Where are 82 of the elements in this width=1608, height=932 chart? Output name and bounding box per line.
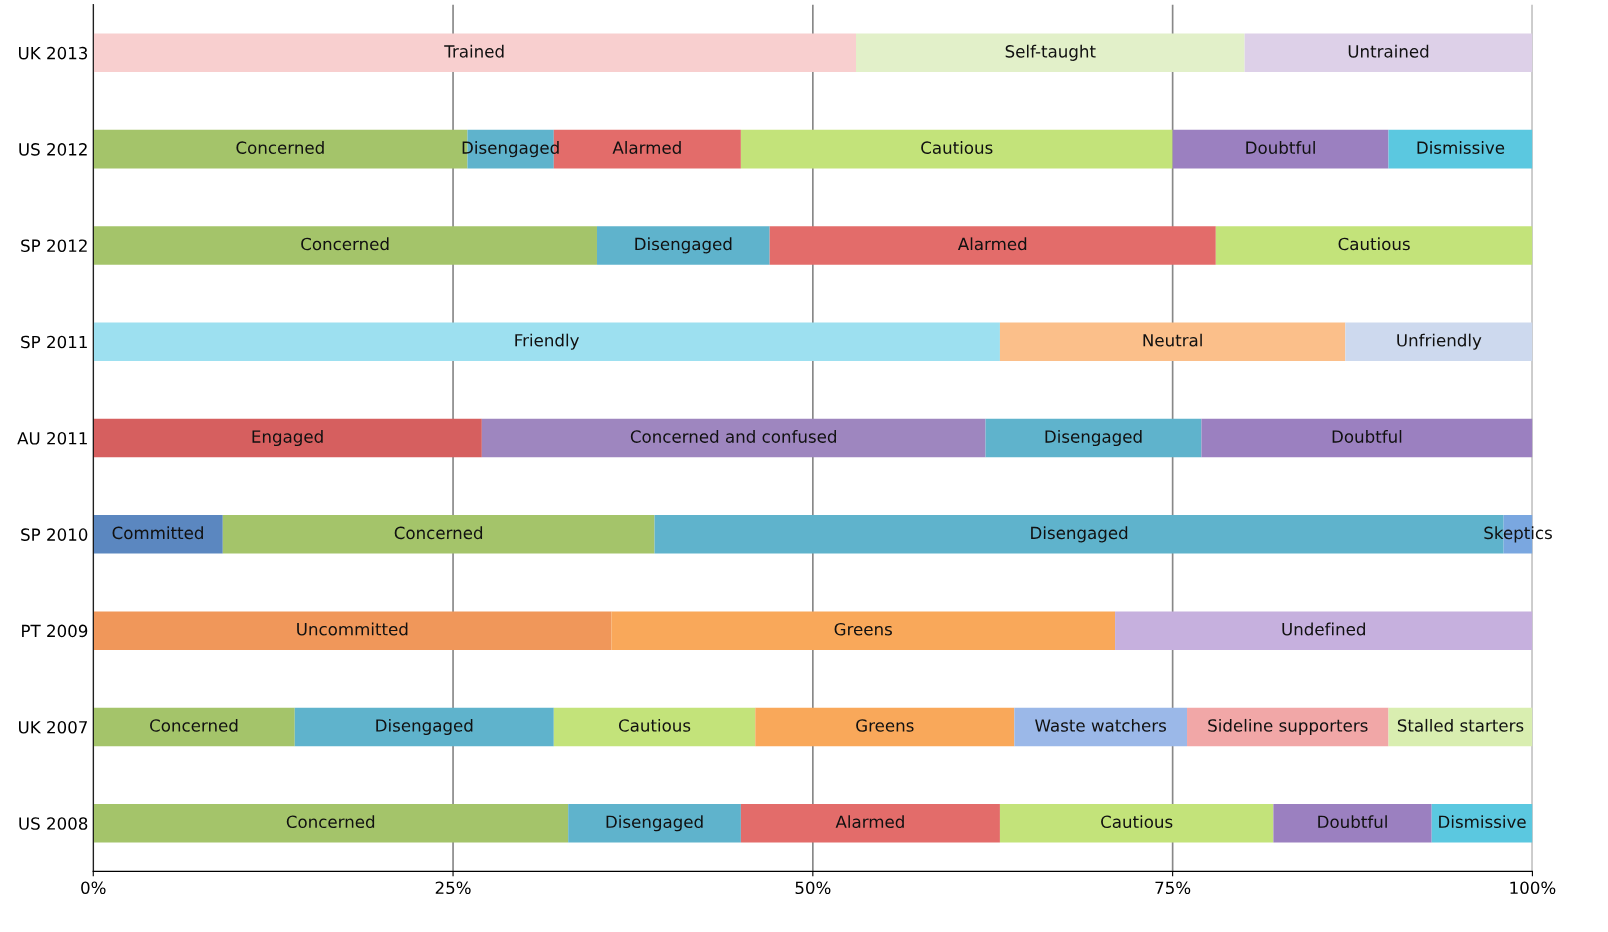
bar <box>1431 804 1533 843</box>
y-tick-label: SP 2010 <box>21 528 88 541</box>
bar <box>93 33 857 73</box>
data-label: Concerned <box>236 141 324 154</box>
bar <box>1187 707 1389 747</box>
data-label: Greens <box>856 719 914 732</box>
data-label: Disengaged <box>635 237 732 254</box>
bar <box>294 707 554 747</box>
data-label: Cautious <box>1101 815 1173 829</box>
y-tick-label: US 2008 <box>19 817 88 830</box>
data-label: Untrained <box>1348 44 1429 58</box>
bar <box>1345 322 1533 361</box>
bar <box>93 418 482 458</box>
y-tick-label: UK 2007 <box>19 720 87 734</box>
data-label: Concerned <box>286 815 375 829</box>
data-label: Engaged <box>252 429 323 447</box>
bar <box>93 804 569 843</box>
y-tick-label: SP 2011 <box>21 335 87 349</box>
bar <box>1273 804 1432 843</box>
y-tick-label: PT 2009 <box>22 624 88 638</box>
data-label: Self-taught <box>1005 44 1096 61</box>
data-label: Trained <box>444 44 504 58</box>
bar <box>999 804 1274 843</box>
data-label: Doubtful <box>1246 141 1315 154</box>
bar <box>755 707 1015 747</box>
data-label: Concerned <box>150 718 238 732</box>
bar <box>999 322 1346 361</box>
bar <box>93 707 295 747</box>
y-tick-label: AU 2011 <box>17 432 87 445</box>
y-tick-label: UK 2013 <box>19 46 88 60</box>
data-label: Cautious <box>1338 237 1410 251</box>
bar <box>740 804 1000 843</box>
y-tick-label: US 2012 <box>19 143 87 156</box>
bar <box>1244 33 1533 73</box>
data-label: Friendly <box>515 333 579 350</box>
data-label: Concerned <box>301 237 389 251</box>
data-label: Doubtful <box>1332 429 1402 443</box>
bar <box>1115 611 1533 650</box>
bar <box>769 226 1216 265</box>
bar <box>856 33 1245 73</box>
bar <box>1014 707 1188 747</box>
bar <box>740 129 1173 169</box>
data-label: Uncommitted <box>297 622 408 636</box>
data-label: Stalled starters <box>1397 718 1524 732</box>
data-label: Waste watchers <box>1035 718 1167 732</box>
data-label: Concerned and confused <box>630 429 836 443</box>
data-label: Unfriendly <box>1397 333 1482 350</box>
bar <box>568 804 741 843</box>
y-tick-label: SP 2012 <box>21 239 87 252</box>
bar <box>481 418 986 458</box>
data-label: Undefined <box>1282 622 1365 636</box>
data-label: Concerned <box>394 526 483 540</box>
bar <box>93 515 223 554</box>
data-label: Committed <box>112 526 203 540</box>
data-label: Alarmed <box>612 141 681 154</box>
bar <box>93 611 612 650</box>
data-label: Dismissive <box>1439 815 1526 829</box>
data-label: Cautious <box>618 718 691 732</box>
data-label: Alarmed <box>957 237 1027 251</box>
data-label: Disengaged <box>376 718 473 736</box>
bar <box>1215 226 1533 265</box>
data-label: Disengaged <box>1045 429 1142 447</box>
data-label: Disengaged <box>606 815 703 832</box>
x-tick-label: 0% <box>81 881 106 895</box>
data-label: Disengaged <box>1031 526 1128 543</box>
x-tick-label: 75% <box>1155 881 1191 895</box>
bar <box>596 226 770 265</box>
x-tick-label: 100% <box>1510 881 1556 895</box>
data-label: Alarmed <box>835 815 904 829</box>
x-tick-label: 25% <box>435 881 471 895</box>
data-label: Dismissive <box>1417 141 1505 154</box>
bar <box>611 611 1116 650</box>
bar <box>1388 129 1533 169</box>
bar <box>93 226 597 265</box>
bar <box>93 322 1000 361</box>
data-label: Neutral <box>1143 333 1202 347</box>
data-label: Doubtful <box>1318 815 1387 829</box>
bar <box>1172 129 1389 169</box>
data-label: Greens <box>834 622 892 636</box>
data-label: Sideline supporters <box>1208 718 1368 736</box>
data-label: Cautious <box>921 141 993 154</box>
x-tick-label: 50% <box>795 881 831 895</box>
